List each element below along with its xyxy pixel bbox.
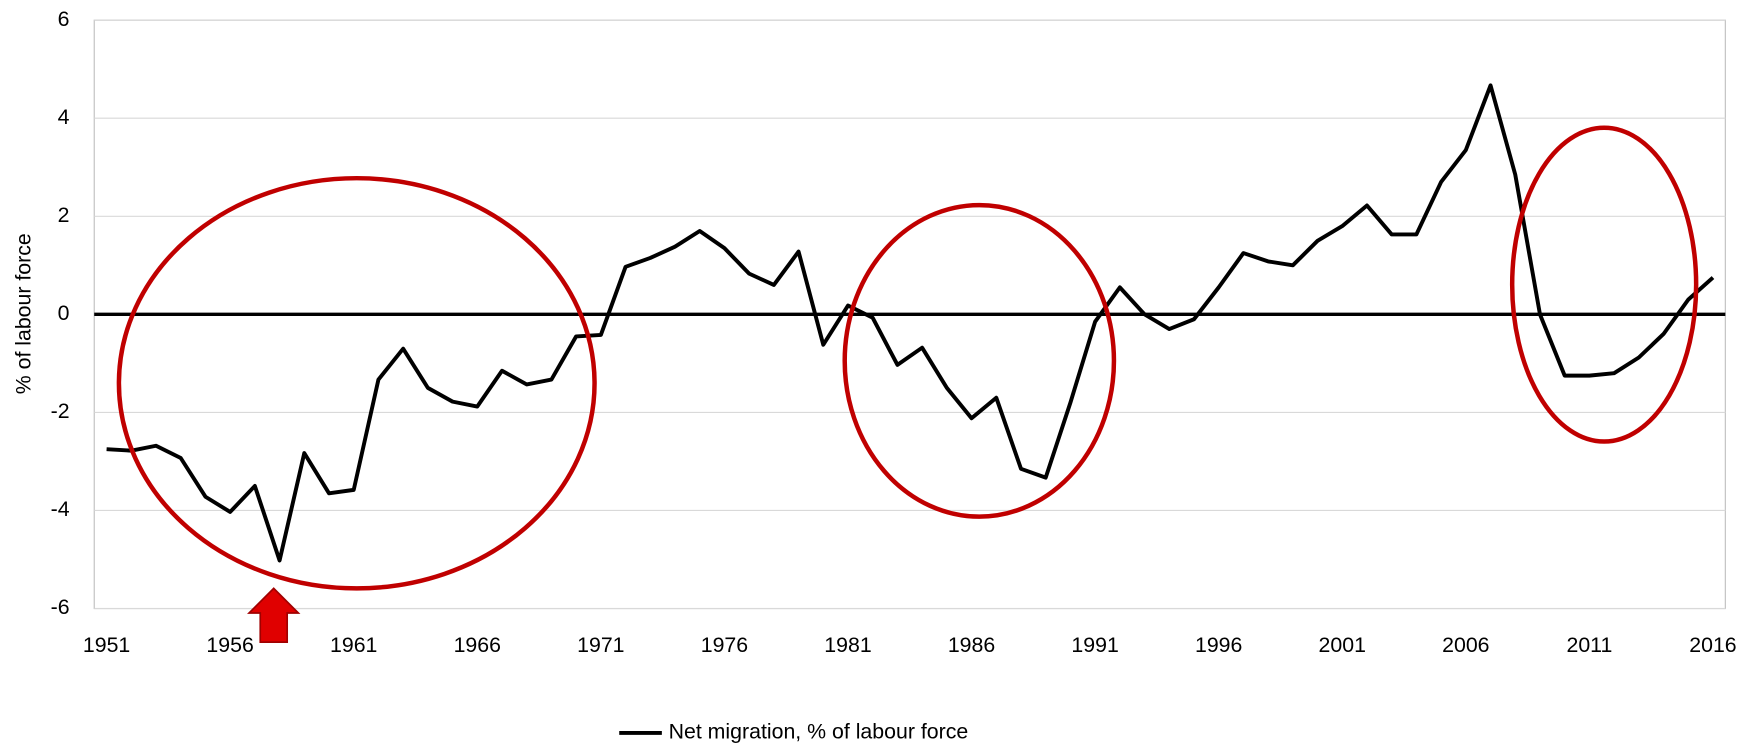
y-tick-label: 4 [58, 105, 70, 129]
x-tick-label: 1996 [1195, 633, 1242, 657]
y-tick-label: 0 [58, 301, 70, 325]
x-tick-label: 1986 [948, 633, 995, 657]
legend-label: Net migration, % of labour force [669, 720, 969, 743]
x-tick-label: 2011 [1566, 633, 1612, 657]
highlight-ellipse [842, 202, 1117, 519]
x-tick-label: 1971 [577, 633, 624, 657]
highlight-ellipse [116, 175, 597, 591]
x-tick-label: 1961 [330, 633, 377, 657]
x-tick-label: 1991 [1071, 633, 1118, 657]
x-tick-label: 1976 [701, 633, 748, 657]
highlight-ellipse [1509, 125, 1699, 444]
x-tick-label: 1951 [83, 633, 130, 657]
x-tick-label: 2006 [1442, 633, 1489, 657]
data-line [106, 83, 1715, 563]
y-tick-label: -4 [51, 497, 70, 521]
x-tick-label: 2016 [1689, 633, 1736, 657]
x-tick-label: 2001 [1319, 633, 1366, 657]
arrow [247, 587, 301, 643]
y-axis-label: % of labour force [11, 233, 35, 394]
y-tick-label: 2 [58, 203, 70, 227]
y-tick-label: -2 [51, 399, 70, 423]
x-tick-label: 1966 [454, 633, 501, 657]
x-tick-label: 1981 [824, 633, 871, 657]
y-tick-label: 6 [58, 7, 70, 31]
y-tick-label: -6 [51, 595, 70, 619]
x-tick-label: 1956 [206, 633, 253, 657]
